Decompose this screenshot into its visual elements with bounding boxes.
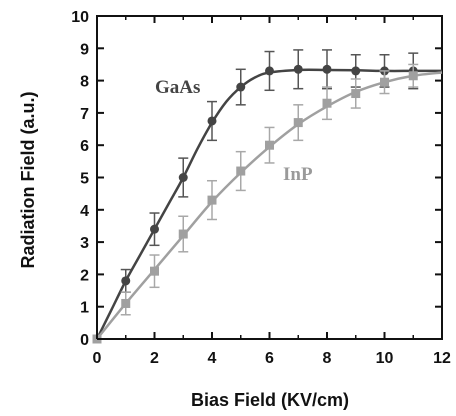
data-point-inp [409,71,418,80]
data-point-inp [380,78,389,87]
x-tick-label: 12 [433,350,451,367]
y-tick-label: 0 [80,332,89,349]
x-tick-label: 6 [265,350,274,367]
fit-curve-gaas [97,70,442,339]
data-point-gaas [351,66,360,75]
data-point-gaas [150,225,159,234]
x-tick-label: 8 [323,350,332,367]
data-point-inp [208,196,217,205]
y-tick-label: 4 [80,203,89,220]
data-point-gaas [323,65,332,74]
y-tick-label: 5 [80,171,89,188]
y-tick-label: 3 [80,235,89,252]
data-point-inp [236,167,245,176]
data-point-inp [323,99,332,108]
y-tick-label: 8 [80,74,89,91]
x-axis-label: Bias Field (KV/cm) [191,390,349,410]
data-point-gaas [265,66,274,75]
x-tick-label: 10 [376,350,394,367]
y-tick-label: 6 [80,138,89,155]
series-label-gaas: GaAs [155,77,200,98]
series-label-inp: InP [283,164,313,185]
x-tick-label: 0 [93,350,102,367]
data-point-gaas [294,65,303,74]
data-point-gaas [179,173,188,182]
data-point-inp [351,89,360,98]
data-point-inp [121,299,130,308]
data-point-inp [150,267,159,276]
data-point-inp [265,141,274,150]
data-point-inp [294,118,303,127]
series-layer [93,50,443,344]
data-point-gaas [236,83,245,92]
fit-curve-inp [97,73,442,339]
y-tick-label: 2 [80,267,89,284]
data-point-inp [179,230,188,239]
x-tick-label: 2 [150,350,159,367]
y-axis-label: Radiation Field (a.u.) [18,91,38,268]
y-tick-label: 10 [71,9,89,26]
y-tick-label: 7 [80,106,89,123]
data-point-gaas [208,116,217,125]
y-tick-label: 9 [80,41,89,58]
x-tick-label: 4 [208,350,217,367]
data-point-gaas [121,276,130,285]
y-tick-label: 1 [80,300,89,317]
